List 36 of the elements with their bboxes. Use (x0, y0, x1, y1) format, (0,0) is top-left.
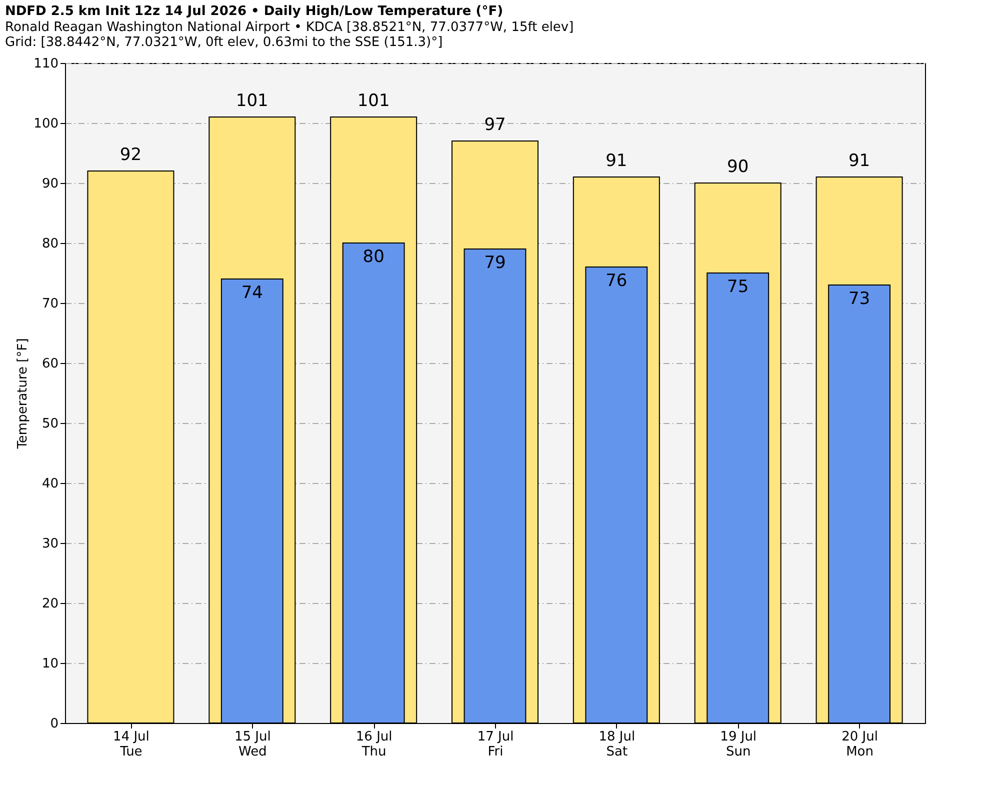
x-tick-label: 20 Jul Mon (842, 730, 878, 760)
y-tick-label: 50 (42, 416, 58, 432)
y-axis-title: Temperature [°F] (16, 338, 31, 450)
y-tick-label: 80 (42, 236, 58, 252)
x-tick-label: 19 Jul Sun (720, 730, 757, 760)
data-label: 74 (241, 283, 263, 303)
data-label: 76 (606, 271, 628, 291)
data-label: 101 (357, 91, 390, 111)
y-tick-label: 70 (42, 296, 58, 312)
y-tick-label: 10 (42, 656, 58, 672)
data-label: 80 (362, 247, 384, 267)
data-label: 79 (484, 253, 506, 273)
y-tick-label: 100 (34, 116, 58, 132)
data-label: 92 (120, 145, 142, 165)
data-label: 97 (484, 115, 506, 135)
y-tick-label: 0 (50, 716, 58, 732)
data-label: 73 (848, 289, 870, 309)
data-label: 91 (606, 151, 628, 171)
y-tick-label: 40 (42, 476, 58, 492)
data-label: 75 (727, 277, 749, 297)
data-label: 90 (727, 157, 749, 177)
y-tick-label: 60 (42, 356, 58, 372)
y-tick-label: 110 (34, 56, 58, 72)
y-tick-label: 20 (42, 596, 58, 612)
data-label: 101 (236, 91, 268, 111)
y-tick-label: 30 (42, 536, 58, 552)
y-tick-label: 90 (42, 176, 58, 192)
text: Grid: [38.8442°N, 77.0321°W, 0ft elev, 0.63mi to the SSE (151.3)°] (5, 35, 443, 50)
x-tick-label: 14 Jul Tue (113, 730, 150, 760)
text: Ronald Reagan Washington National Airport • KDCA [38.8521°N, 77.0377°W, 15ft elev] (5, 20, 574, 35)
chart-title: NDFD 2.5 km Init 12z 14 Jul 2026 • Daily High/Low Temperature (°F) (5, 4, 504, 19)
data-label: 91 (848, 151, 870, 171)
x-tick-label: 15 Jul Wed (234, 730, 271, 760)
x-tick-label: 18 Jul Sat (598, 730, 636, 760)
x-tick-label: 16 Jul Thu (356, 730, 392, 760)
x-tick-label: 17 Jul Fri (477, 730, 514, 760)
